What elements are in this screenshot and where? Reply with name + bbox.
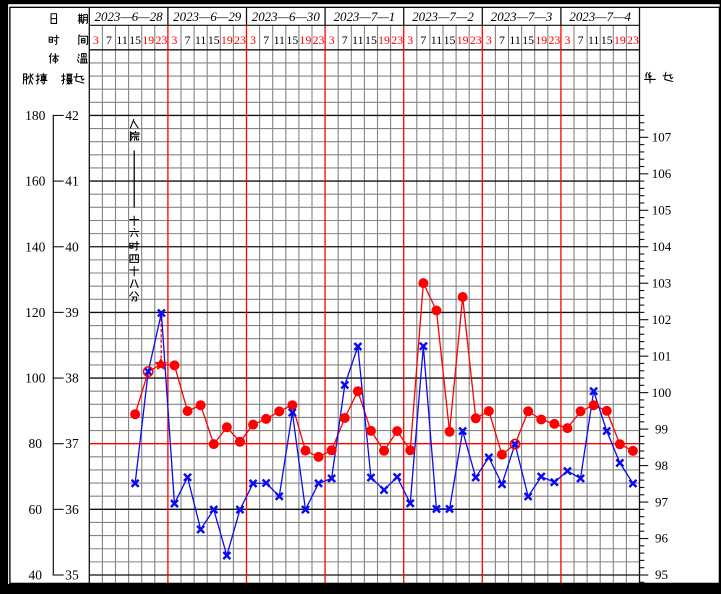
svg-text:3: 3 [93, 33, 99, 47]
svg-text:15: 15 [601, 33, 613, 47]
svg-text:7: 7 [106, 33, 112, 47]
svg-text:19: 19 [457, 33, 469, 47]
svg-text:11: 11 [431, 33, 442, 47]
svg-text:15: 15 [365, 33, 377, 47]
svg-text:11: 11 [352, 33, 363, 47]
svg-text:3: 3 [250, 33, 256, 47]
svg-text:23: 23 [548, 33, 560, 47]
svg-text:99: 99 [655, 421, 668, 436]
svg-text:105: 105 [652, 202, 672, 217]
svg-text:2023—6—28: 2023—6—28 [95, 10, 164, 24]
svg-text:38: 38 [65, 371, 79, 386]
svg-text:11: 11 [195, 33, 206, 47]
svg-text:37: 37 [65, 436, 79, 451]
svg-text:3: 3 [486, 33, 492, 47]
svg-text:7: 7 [499, 33, 505, 47]
svg-text:19: 19 [221, 33, 233, 47]
svg-text:106: 106 [652, 166, 672, 181]
svg-text:41: 41 [65, 174, 79, 189]
svg-text:120: 120 [25, 305, 46, 320]
svg-text:140: 140 [25, 239, 46, 254]
svg-text:102: 102 [652, 312, 672, 327]
svg-text:19: 19 [300, 33, 312, 47]
svg-text:95: 95 [655, 567, 668, 582]
svg-text:7: 7 [420, 33, 426, 47]
svg-text:180: 180 [25, 108, 46, 123]
svg-text:15: 15 [208, 33, 220, 47]
svg-text:3: 3 [171, 33, 177, 47]
svg-text:80: 80 [29, 436, 43, 451]
svg-text:7: 7 [263, 33, 269, 47]
svg-text:15: 15 [522, 33, 534, 47]
svg-text:7: 7 [342, 33, 348, 47]
svg-text:101: 101 [652, 348, 672, 363]
svg-text:98: 98 [655, 458, 668, 473]
svg-text:15: 15 [129, 33, 141, 47]
svg-text:107: 107 [652, 130, 672, 145]
svg-text:11: 11 [588, 33, 599, 47]
svg-text:23: 23 [391, 33, 403, 47]
svg-text:11: 11 [116, 33, 127, 47]
svg-text:97: 97 [655, 494, 669, 509]
svg-text:23: 23 [155, 33, 167, 47]
svg-text:40: 40 [29, 568, 43, 583]
svg-text:19: 19 [142, 33, 154, 47]
svg-text:15: 15 [286, 33, 298, 47]
svg-text:11: 11 [274, 33, 285, 47]
svg-text:2023—7—2: 2023—7—2 [412, 10, 474, 24]
svg-text:100: 100 [25, 371, 46, 386]
svg-text:104: 104 [652, 239, 672, 254]
svg-text:42: 42 [65, 108, 79, 123]
svg-text:7: 7 [185, 33, 191, 47]
svg-text:3: 3 [407, 33, 413, 47]
svg-text:2023—7—3: 2023—7—3 [491, 10, 553, 24]
svg-text:2023—7—4: 2023—7—4 [569, 10, 631, 24]
svg-text:23: 23 [234, 33, 246, 47]
svg-text:60: 60 [29, 502, 43, 517]
svg-text:2023—6—30: 2023—6—30 [252, 10, 321, 24]
svg-text:11: 11 [509, 33, 520, 47]
svg-text:39: 39 [65, 305, 79, 320]
svg-text:36: 36 [65, 502, 79, 517]
svg-text:96: 96 [655, 531, 669, 546]
svg-text:19: 19 [378, 33, 390, 47]
svg-text:40: 40 [65, 239, 79, 254]
svg-text:2023—6—29: 2023—6—29 [173, 10, 242, 24]
svg-text:100: 100 [652, 385, 672, 400]
svg-text:19: 19 [535, 33, 547, 47]
svg-text:23: 23 [313, 33, 325, 47]
svg-text:2023—7—1: 2023—7—1 [334, 10, 396, 24]
svg-text:103: 103 [652, 275, 672, 290]
svg-text:35: 35 [65, 568, 79, 583]
svg-text:15: 15 [444, 33, 456, 47]
svg-text:19: 19 [614, 33, 626, 47]
svg-text:3: 3 [329, 33, 335, 47]
svg-text:23: 23 [627, 33, 639, 47]
svg-text:23: 23 [470, 33, 482, 47]
svg-text:160: 160 [25, 174, 46, 189]
svg-text:7: 7 [578, 33, 584, 47]
svg-text:3: 3 [564, 33, 570, 47]
